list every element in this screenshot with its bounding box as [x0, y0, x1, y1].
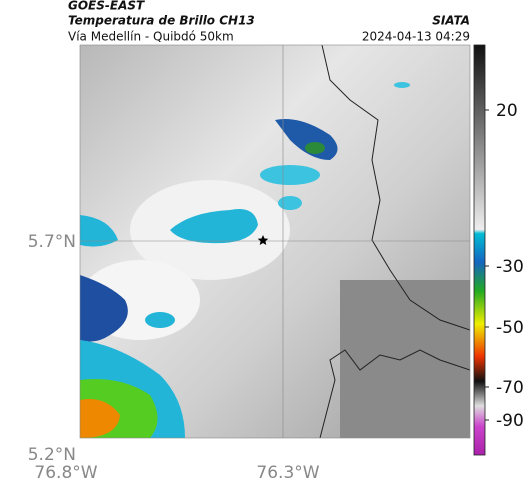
- colorbar-label: -30: [496, 257, 524, 277]
- colorbar-label: 20: [496, 101, 518, 121]
- colorbar-label: -90: [496, 411, 524, 431]
- colorbar-label: -70: [496, 378, 524, 398]
- colorbar: [473, 44, 486, 456]
- timestamp: 2024-04-13 04:29: [362, 30, 470, 44]
- brand: SIATA: [432, 14, 470, 28]
- lon-label: 76.3°W: [256, 463, 319, 483]
- lat-label: 5.7°N: [28, 232, 76, 252]
- colorbar-ticks: [485, 109, 489, 421]
- lat-label: 5.2°N: [28, 445, 76, 465]
- source: GOES-EAST: [68, 0, 145, 13]
- title: Temperatura de Brillo CH13: [68, 14, 255, 28]
- colorbar-label: -50: [496, 318, 524, 338]
- subtitle: Vía Medellín - Quibdó 50km: [68, 30, 234, 44]
- map-image: [80, 45, 470, 438]
- lon-label: 76.8°W: [34, 463, 97, 483]
- map-frame: [79, 44, 471, 439]
